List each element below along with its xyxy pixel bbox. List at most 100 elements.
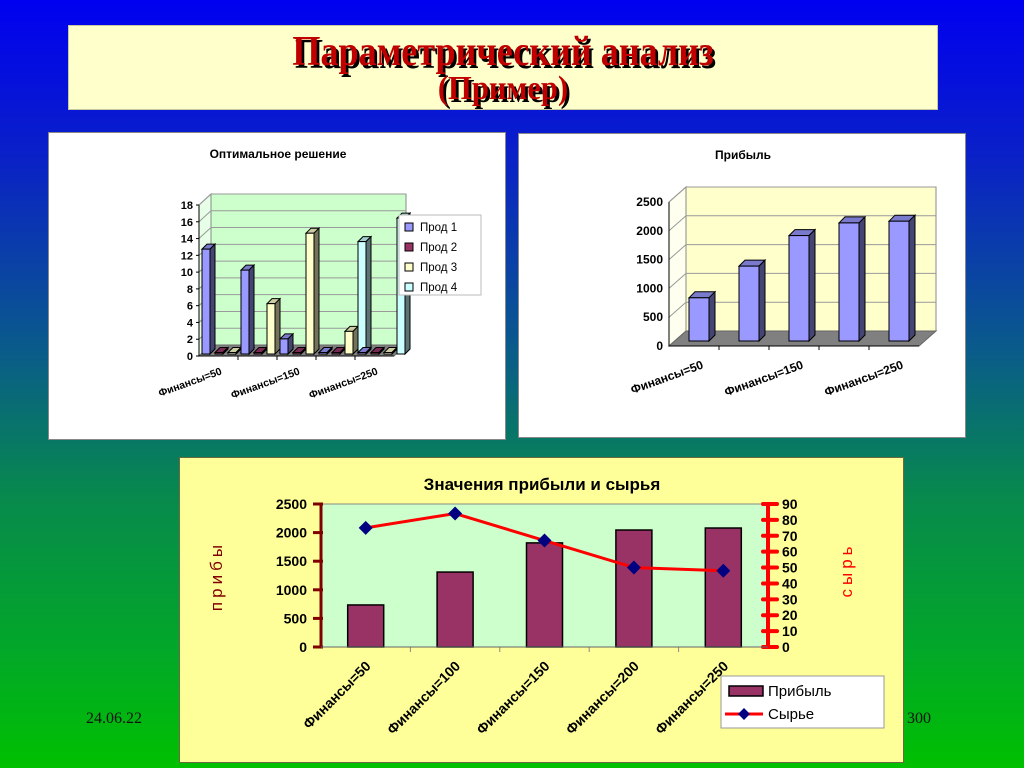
raw-marker — [716, 563, 731, 578]
bar-прод3 — [266, 303, 276, 355]
bar-прод1-side — [248, 263, 255, 356]
x-tick-label: Финансы=250 — [307, 365, 379, 401]
y2-tick-label: 0 — [782, 639, 790, 655]
y2-tick-label: 70 — [782, 528, 798, 544]
profit-bar-side — [708, 290, 716, 343]
x-tick-label: Финансы=50 — [629, 358, 706, 397]
y-tick-label: 16 — [181, 217, 193, 229]
y-tick-label: 6 — [187, 301, 193, 313]
chart-profit-svg: Прибыль 0 500 1000 1500 2000 2500 Финансы=50 Фин… — [629, 148, 938, 400]
y2-tick-label: 90 — [782, 496, 798, 512]
x-tick-label: Финансы=250 — [822, 358, 905, 400]
bar-прод3-side — [352, 325, 359, 356]
y-tick-label: 2 — [187, 334, 193, 346]
x-tick-label: Финансы=50 — [157, 365, 224, 399]
x-tick-label: Финансы=150 — [473, 658, 553, 738]
legend-swatch-marker — [738, 708, 750, 720]
chart-title: Оптимальное решение — [210, 147, 347, 161]
gridline — [668, 186, 936, 203]
bar-прод2 — [214, 352, 224, 355]
x-tick-label: Финансы=100 — [384, 658, 464, 738]
bar-прод2 — [292, 352, 302, 355]
plot-side-wall — [668, 185, 687, 348]
bar-прод1 — [201, 248, 211, 355]
y-tick-label: 0 — [187, 351, 193, 363]
profit-bar — [738, 265, 760, 342]
legend-label: Прод 4 — [420, 282, 458, 294]
legend-swatch — [404, 262, 414, 272]
chart-title: Прибыль — [715, 148, 771, 162]
bar-прод1 — [279, 338, 289, 355]
chart-profit-raw-svg: Значения прибыли и сырья 0 500 1000 1500 2000… — [207, 475, 885, 738]
gridline — [198, 210, 406, 223]
profit-bar-side — [808, 228, 816, 343]
legend-swatch-profit — [728, 685, 764, 697]
profit-bar — [704, 527, 743, 648]
profit-bar — [436, 571, 474, 648]
chart-profit: Прибыль 0 500 1000 1500 2000 2500 Финансы=50 Фин… — [518, 133, 966, 438]
legend-label: Прод 3 — [420, 262, 457, 274]
legend-label: Прод 1 — [420, 222, 457, 234]
y-tick-label: 2000 — [276, 525, 307, 541]
chart-profit-raw: Значения прибыли и сырья 0 500 1000 1500 2000… — [179, 457, 904, 763]
profit-bar — [346, 604, 385, 648]
profit-bar — [838, 222, 860, 342]
chart-optimal-solution-svg: Оптимальное решение 0 2 4 6 8 10 12 14 16 18 Финанс… — [157, 147, 482, 402]
gridline — [198, 227, 406, 239]
profit-bar-side — [908, 213, 916, 343]
slide-subtitle: (Пример) — [437, 70, 569, 107]
x-tick-label: Финансы=200 — [562, 658, 642, 738]
y2-tick-label: 50 — [782, 560, 798, 576]
gridline — [198, 193, 406, 206]
y2-tick-label: 30 — [782, 591, 798, 607]
y-tick-label: 2500 — [636, 195, 663, 209]
chart-optimal-solution: Оптимальное решение 0 2 4 6 8 10 12 14 16 18 Финанс… — [48, 132, 506, 440]
y-tick-label: 4 — [187, 317, 194, 329]
y-tick-label: 2000 — [636, 224, 663, 238]
bar-прод4-side — [365, 235, 372, 356]
legend-label: Прод 2 — [420, 242, 457, 254]
x-tick-label: Финансы=250 — [652, 658, 732, 738]
y-tick-label: 1000 — [276, 582, 307, 598]
bar-прод2 — [331, 352, 341, 355]
profit-bar — [688, 297, 710, 342]
raw-marker — [358, 520, 373, 535]
y2-tick-label: 60 — [782, 544, 798, 560]
bar-прод1 — [357, 352, 367, 355]
y-tick-label: 500 — [643, 310, 663, 324]
profit-bar — [788, 235, 810, 342]
slide-title: Параметрический анализ — [292, 29, 714, 75]
y-axis-title: прибы — [207, 541, 226, 611]
legend-swatch — [404, 282, 414, 292]
y-tick-label: 1500 — [276, 553, 307, 569]
x-tick-label: Финансы=150 — [722, 358, 805, 400]
y-tick-label: 14 — [181, 234, 194, 246]
legend — [720, 675, 885, 729]
y2-tick-label: 80 — [782, 512, 798, 528]
x-tick-label: Финансы=150 — [229, 365, 301, 401]
bar-прод2 — [370, 352, 380, 355]
y-tick-label: 500 — [284, 610, 308, 626]
y-tick-label: 18 — [181, 200, 193, 212]
legend-label: Прибыль — [768, 683, 832, 700]
profit-bar-side — [858, 215, 866, 343]
y-tick-label: 1500 — [636, 253, 663, 267]
x-tick-label: Финансы=50 — [300, 658, 374, 732]
y2-axis-title: сырь — [837, 542, 856, 597]
y-tick-label: 1000 — [636, 281, 663, 295]
y-tick-label: 10 — [181, 267, 193, 279]
bar-прод1 — [240, 269, 250, 355]
bar-прод3 — [383, 352, 393, 355]
y-tick-label: 2500 — [276, 496, 307, 512]
raw-marker — [537, 533, 552, 548]
slide-date: 24.06.22 — [86, 710, 142, 727]
gridline — [668, 215, 936, 232]
bar-прод3 — [227, 352, 237, 355]
bar-прод3-side — [313, 226, 320, 356]
y2-tick-label: 40 — [782, 575, 798, 591]
y2-tick-label: 10 — [782, 623, 798, 639]
chart-title: Значения прибыли и сырья — [424, 475, 661, 494]
legend-label: Сырье — [768, 706, 814, 723]
bar-прод3 — [305, 232, 315, 355]
profit-bar — [888, 220, 910, 342]
